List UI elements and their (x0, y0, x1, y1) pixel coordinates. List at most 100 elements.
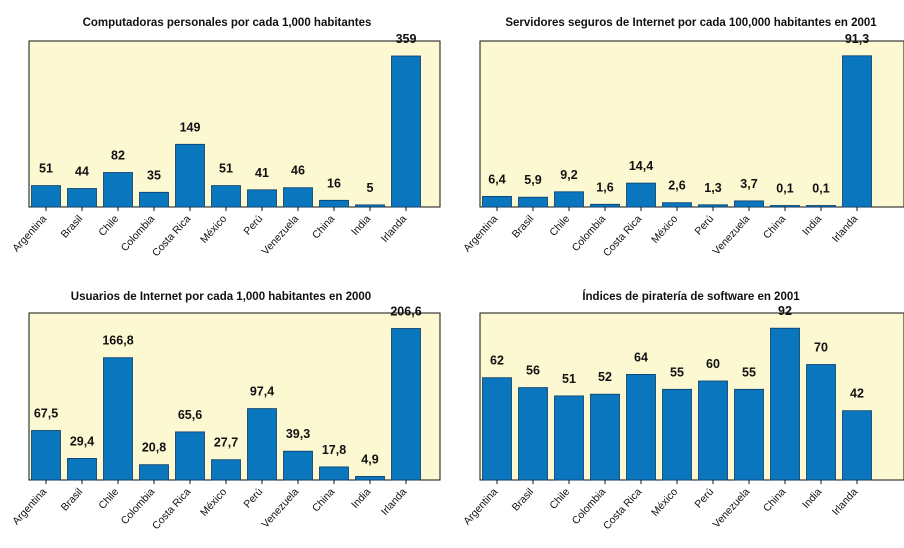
bar-peru (698, 380, 728, 481)
bar-brasil (518, 387, 548, 481)
bar-chile (554, 191, 584, 208)
data-label-chile: 51 (562, 372, 576, 386)
x-tick-label-colombia: Colombia (119, 213, 158, 254)
x-tick-label-mexico: México (198, 213, 229, 246)
x-tick-label-colombia: Colombia (570, 213, 609, 254)
data-label-venezuela: 46 (291, 164, 305, 178)
data-label-colombia: 35 (147, 168, 161, 182)
bar-costa-rica (626, 182, 656, 208)
data-label-peru: 60 (706, 357, 720, 371)
bar-irlanda (842, 55, 872, 208)
data-label-brasil: 56 (526, 364, 540, 378)
bar-brasil (67, 188, 97, 208)
x-tick-label-brasil: Brasil (59, 213, 85, 241)
x-tick-label-china: China (310, 213, 337, 242)
data-label-irlanda: 42 (850, 387, 864, 401)
bar-chart-1: Computadoras personales por cada 1,000 h… (10, 17, 441, 259)
bar-chart-3: Usuarios de Internet por cada 1,000 habi… (10, 291, 441, 532)
data-label-costa-rica: 65,6 (178, 408, 202, 422)
bar-brasil (518, 196, 548, 208)
x-tick-label-argentina: Argentina (461, 486, 500, 528)
data-label-argentina: 6,4 (488, 172, 505, 186)
x-tick-label-chile: Chile (547, 486, 572, 512)
bar-costa-rica (175, 143, 205, 208)
data-label-brasil: 29,4 (70, 434, 94, 448)
x-tick-label-argentina: Argentina (10, 213, 49, 255)
bar-peru (247, 408, 277, 481)
data-label-india: 70 (814, 341, 828, 355)
data-label-mexico: 2,6 (668, 179, 685, 193)
chart-title: Computadoras personales por cada 1,000 h… (83, 17, 372, 29)
data-label-mexico: 27,7 (214, 436, 238, 450)
data-label-chile: 9,2 (560, 168, 577, 182)
data-label-chile: 166,8 (102, 334, 133, 348)
bar-venezuela (734, 388, 764, 481)
data-label-peru: 41 (255, 166, 269, 180)
bar-venezuela (283, 187, 313, 208)
x-tick-label-india: India (800, 213, 824, 238)
bar-colombia (139, 191, 169, 208)
bar-chile (554, 395, 584, 481)
x-tick-label-brasil: Brasil (510, 213, 536, 241)
data-label-colombia: 20,8 (142, 441, 166, 455)
bar-china (770, 205, 800, 208)
chart-title: Servidores seguros de Internet por cada … (505, 17, 877, 29)
x-tick-label-irlanda: Irlanda (830, 213, 861, 245)
bar-india (806, 364, 836, 481)
bar-peru (698, 204, 728, 208)
x-tick-label-costa-rica: Costa Rica (150, 486, 193, 532)
bar-colombia (139, 464, 169, 481)
x-tick-label-argentina: Argentina (10, 486, 49, 528)
x-tick-label-china: China (761, 486, 788, 515)
x-tick-label-india: India (349, 213, 373, 238)
data-label-irlanda: 206,6 (390, 305, 421, 319)
data-label-colombia: 52 (598, 370, 612, 384)
bar-argentina (482, 195, 512, 208)
data-label-costa-rica: 64 (634, 350, 648, 364)
bar-brasil (67, 457, 97, 481)
data-label-china: 92 (778, 304, 792, 318)
data-label-colombia: 1,6 (596, 180, 613, 194)
bar-mexico (662, 202, 692, 208)
bar-india (355, 475, 385, 481)
x-tick-label-irlanda: Irlanda (379, 486, 410, 518)
data-label-india: 0,1 (812, 182, 829, 196)
bar-chart-2: Servidores seguros de Internet por cada … (461, 17, 904, 259)
x-tick-label-costa-rica: Costa Rica (601, 213, 644, 259)
data-label-china: 0,1 (776, 182, 793, 196)
x-tick-label-brasil: Brasil (59, 486, 85, 514)
data-label-india: 5 (367, 181, 374, 195)
x-tick-label-venezuela: Venezuela (710, 213, 752, 258)
data-label-mexico: 51 (219, 162, 233, 176)
x-tick-label-india: India (349, 486, 373, 511)
data-label-irlanda: 359 (396, 32, 417, 46)
x-tick-label-mexico: México (649, 486, 680, 519)
data-label-peru: 1,3 (704, 181, 721, 195)
data-label-venezuela: 55 (742, 365, 756, 379)
x-tick-label-peru: Perú (241, 213, 265, 238)
bar-argentina (482, 377, 512, 481)
bar-costa-rica (175, 431, 205, 481)
bar-argentina (31, 430, 61, 481)
x-tick-label-argentina: Argentina (461, 213, 500, 255)
data-label-argentina: 67,5 (34, 407, 58, 421)
bar-colombia (590, 393, 620, 481)
chart-title: Usuarios de Internet por cada 1,000 habi… (71, 291, 371, 303)
data-label-peru: 97,4 (250, 385, 274, 399)
x-tick-label-brasil: Brasil (510, 486, 536, 514)
bar-chile (103, 172, 133, 208)
data-label-argentina: 62 (490, 354, 504, 368)
bar-india (355, 204, 385, 208)
x-tick-label-peru: Perú (241, 486, 265, 511)
data-label-venezuela: 3,7 (740, 177, 757, 191)
data-label-irlanda: 91,3 (845, 32, 869, 46)
x-tick-label-india: India (800, 486, 824, 511)
bar-costa-rica (626, 373, 656, 481)
x-tick-label-costa-rica: Costa Rica (150, 213, 193, 259)
x-tick-label-chile: Chile (96, 213, 121, 239)
bar-chile (103, 357, 133, 481)
x-tick-label-mexico: México (198, 486, 229, 519)
bar-india (806, 205, 836, 208)
bar-argentina (31, 185, 61, 208)
